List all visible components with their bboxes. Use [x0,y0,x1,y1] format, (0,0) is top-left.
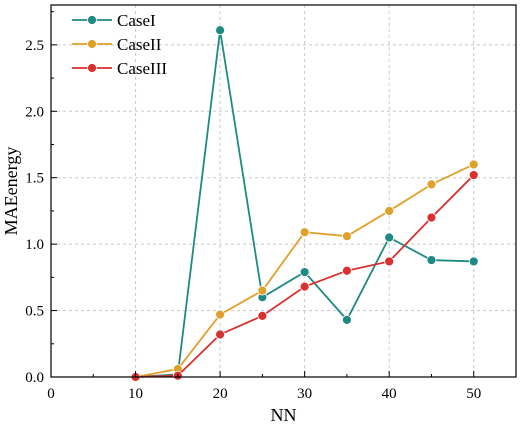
x-tick-label: 40 [382,386,397,402]
legend-marker-caseiii [87,63,97,73]
x-tick-label: 10 [128,386,143,402]
y-tick-label: 0.5 [25,304,44,320]
data-point-caseiii [426,212,437,223]
data-point-casei [384,232,395,243]
y-tick-label: 1.5 [25,171,44,187]
y-tick-label: 0.0 [25,370,44,386]
data-point-caseii [215,309,225,320]
data-point-caseiii [299,281,310,292]
data-point-caseii [342,231,352,242]
legend-label-caseiii: CaseIII [117,59,167,78]
data-point-casei [215,25,225,36]
grid-lines [51,5,516,377]
x-tick-label: 30 [297,386,312,402]
legend-marker-casei [87,15,97,25]
x-tick-label: 20 [213,386,228,402]
legend-marker-caseii [87,39,97,49]
axis-ticks: 0 10 20 30 40 50 0.0 0.5 1.0 1.5 2.0 2.5 [25,11,481,402]
data-point-caseiii [257,310,268,321]
data-point-casei [468,256,479,267]
plot-frame [50,4,517,378]
data-point-caseiii [342,265,352,276]
data-point-caseiii [468,170,479,180]
y-tick-label: 2.0 [25,104,44,120]
legend-label-caseii: CaseII [117,35,162,54]
data-point-caseii [384,206,395,216]
x-tick-label: 0 [47,386,55,402]
data-point-caseiii [384,256,395,267]
data-point-caseiii [215,329,225,340]
y-axis-title: MAEenergy [1,147,21,236]
data-point-casei [426,255,437,265]
legend: CaseI CaseII CaseIII [72,11,167,78]
y-tick-label: 1.0 [25,237,44,253]
data-point-casei [299,267,310,277]
data-point-caseii [468,159,479,170]
data-point-caseii [257,285,268,296]
data-point-caseii [299,227,310,238]
y-tick-label: 2.5 [25,38,44,54]
data-point-caseii [426,179,437,190]
series-layer [130,25,479,382]
data-point-casei [342,314,352,325]
legend-label-casei: CaseI [117,11,156,30]
x-tick-label: 50 [466,386,481,402]
x-axis-title: NN [271,405,297,425]
